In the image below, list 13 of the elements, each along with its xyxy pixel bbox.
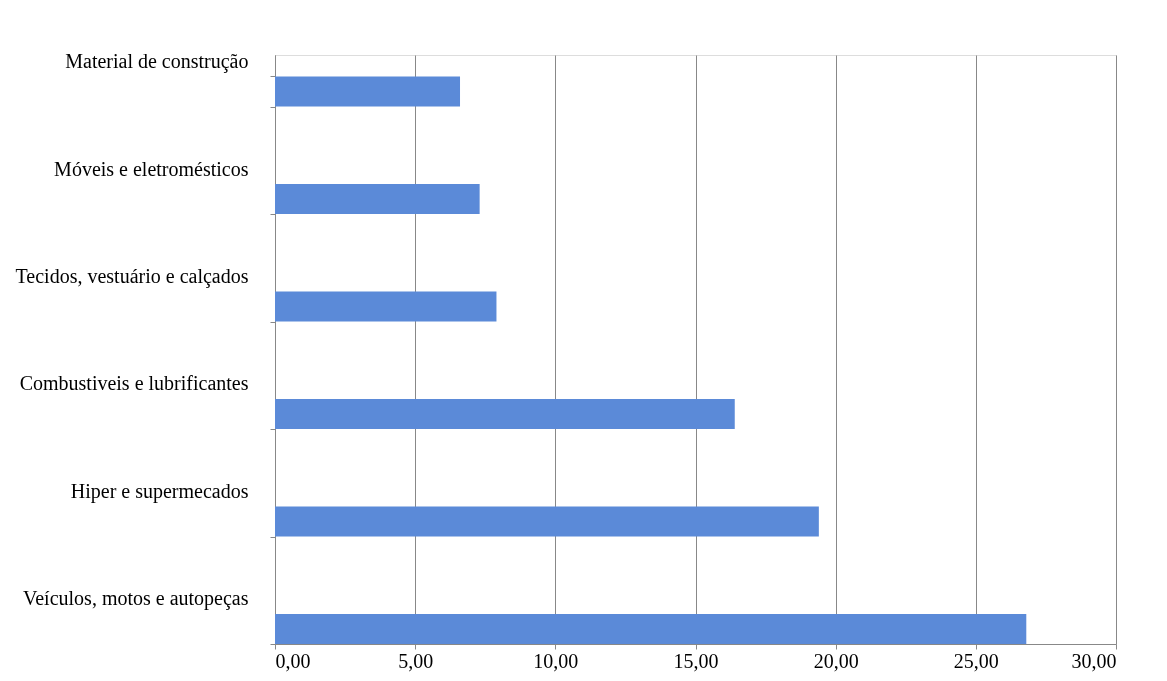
x-tick-label: 0,00 [275, 649, 311, 672]
y-tick-label: Tecidos, vestuário e calçados [15, 265, 249, 289]
x-tick-label: 10,00 [533, 649, 579, 672]
x-tick-label: 25,00 [953, 649, 999, 672]
y-tick-label: Móveis e eletromésticos [54, 157, 249, 180]
x-tick-label: 15,00 [673, 649, 719, 672]
y-tick-label: Material de construção [65, 50, 249, 74]
y-tick-label: Combustiveis e lubrificantes [19, 372, 249, 395]
x-tick-label: 20,00 [813, 649, 859, 672]
x-tick-label: 30,00 [1071, 649, 1117, 672]
x-tick-label: 5,00 [398, 649, 434, 672]
y-tick-label: Hiper e supermecados [70, 479, 249, 503]
y-tick-label: Veículos, motos e autopeças [23, 587, 249, 611]
